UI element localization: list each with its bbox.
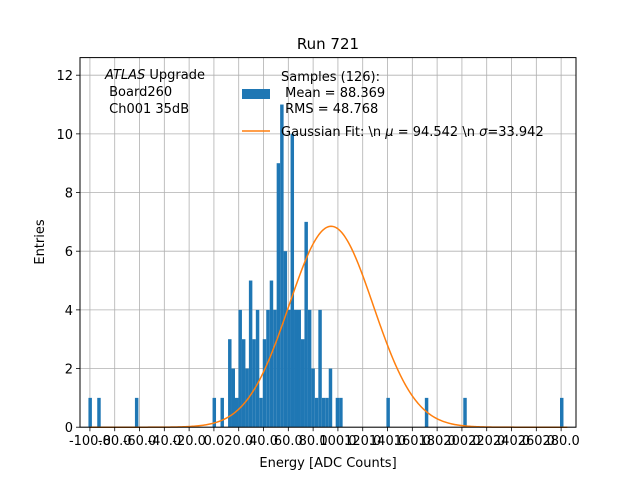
legend-hist-line-1: Samples (126): xyxy=(281,70,380,85)
legend-hist-line-3: RMS = 48.768 xyxy=(281,102,378,117)
histogram-bar xyxy=(241,339,246,428)
experiment-name: ATLAS xyxy=(104,68,145,83)
x-tick-label: 120.0 xyxy=(344,434,381,449)
x-tick-label: 140.0 xyxy=(369,434,406,449)
histogram-bar xyxy=(276,163,281,428)
histogram-bar xyxy=(300,339,305,428)
histogram-bar xyxy=(386,397,390,428)
histogram-bar xyxy=(88,397,92,428)
histogram-bar xyxy=(335,397,340,428)
histogram-bar xyxy=(248,280,253,428)
histogram-bar xyxy=(220,397,224,428)
histogram-bar xyxy=(283,251,288,428)
histogram-bar xyxy=(290,133,295,428)
histogram-bar xyxy=(307,309,312,428)
x-tick-label: 80.0 xyxy=(299,434,328,449)
histogram-bar xyxy=(212,397,217,428)
x-tick-label: -60.0 xyxy=(123,434,157,449)
histogram-bar xyxy=(311,368,315,428)
legend-fit-prefix: Gaussian Fit: \n xyxy=(281,125,385,140)
histogram-bar xyxy=(560,397,564,428)
histogram-bar xyxy=(238,309,242,428)
x-tick-label: 220.0 xyxy=(468,434,505,449)
x-tick-label: 100.0 xyxy=(319,434,356,449)
y-tick-label: 2 xyxy=(65,363,73,378)
histogram-bar xyxy=(325,397,329,428)
histogram-bar xyxy=(321,397,326,428)
histogram-bar xyxy=(304,221,308,428)
histogram-bar xyxy=(314,397,319,428)
histogram-bar xyxy=(280,104,284,428)
y-tick-label: 0 xyxy=(65,421,73,436)
x-tick-label: 180.0 xyxy=(419,434,456,449)
legend-fit-mu-text: = 94.542 \n xyxy=(394,125,480,140)
x-tick-label: 280.0 xyxy=(543,434,580,449)
run-annotation: ATLAS Upgrade Board260 Ch001 35dB xyxy=(104,68,205,117)
y-tick-label: 8 xyxy=(65,187,73,202)
histogram-bar xyxy=(231,368,235,428)
legend-hist-swatch xyxy=(242,89,270,99)
legend: Samples (126): Mean = 88.369 RMS = 48.76… xyxy=(242,70,544,140)
histogram-bar xyxy=(252,339,256,428)
histogram-bar xyxy=(339,397,343,428)
legend-fit-sigma-text: =33.942 xyxy=(487,125,543,140)
x-tick-label: 260.0 xyxy=(518,434,555,449)
x-tick-label: 20.0 xyxy=(224,434,253,449)
y-axis-ticks: 0 2 4 6 8 10 12 xyxy=(56,69,80,436)
histogram-bar xyxy=(262,339,267,428)
x-tick-label: -40.0 xyxy=(147,434,181,449)
histogram-bar xyxy=(318,309,322,428)
histogram-bar xyxy=(273,309,277,428)
board-label: Board260 xyxy=(105,85,172,100)
histogram-bar xyxy=(255,309,260,428)
plot-frame xyxy=(79,57,577,428)
x-tick-label: 60.0 xyxy=(274,434,303,449)
histogram-bar xyxy=(134,397,139,428)
channel-label: Ch001 35dB xyxy=(105,102,189,117)
histogram-bar xyxy=(463,397,467,428)
x-axis-ticks: -100.0-80.0-60.0-40.0-20.00.0 20.040.060.… xyxy=(69,427,580,449)
x-tick-label: -100.0 xyxy=(69,434,111,449)
y-tick-label: 6 xyxy=(65,245,73,260)
legend-fit-sigma: σ xyxy=(479,125,488,140)
legend-fit-label: Gaussian Fit: \n μ = 94.542 \n σ=33.942 xyxy=(281,125,544,140)
x-tick-label: -20.0 xyxy=(172,434,206,449)
y-tick-label: 10 xyxy=(56,128,73,143)
experiment-suffix: Upgrade xyxy=(145,68,205,83)
histogram-bar xyxy=(266,309,270,428)
x-axis-label: Energy [ADC Counts] xyxy=(259,456,396,471)
legend-hist-line-2: Mean = 88.369 xyxy=(281,86,385,101)
histogram-bar xyxy=(259,397,263,428)
legend-fit-mu: μ xyxy=(384,125,393,140)
y-tick-label: 12 xyxy=(56,69,73,84)
x-tick-label: 240.0 xyxy=(493,434,530,449)
histogram-bar xyxy=(235,397,239,428)
x-tick-label: -80.0 xyxy=(98,434,132,449)
y-tick-label: 4 xyxy=(65,304,73,319)
histogram-bar xyxy=(297,309,301,428)
x-tick-label: 0.0 xyxy=(204,434,225,449)
x-tick-label: 200.0 xyxy=(443,434,480,449)
histogram-bar xyxy=(328,368,333,428)
y-axis-label: Entries xyxy=(33,219,48,265)
histogram-bars xyxy=(88,104,564,428)
experiment-label: ATLAS Upgrade xyxy=(104,68,205,83)
histogram-bar xyxy=(294,309,298,428)
histogram-bar xyxy=(228,339,232,428)
histogram-bar xyxy=(97,397,101,428)
histogram-bar xyxy=(287,309,291,428)
x-tick-label: 160.0 xyxy=(394,434,431,449)
chart-title: Run 721 xyxy=(297,35,359,53)
histogram-bar xyxy=(245,368,249,428)
x-tick-label: 40.0 xyxy=(249,434,278,449)
